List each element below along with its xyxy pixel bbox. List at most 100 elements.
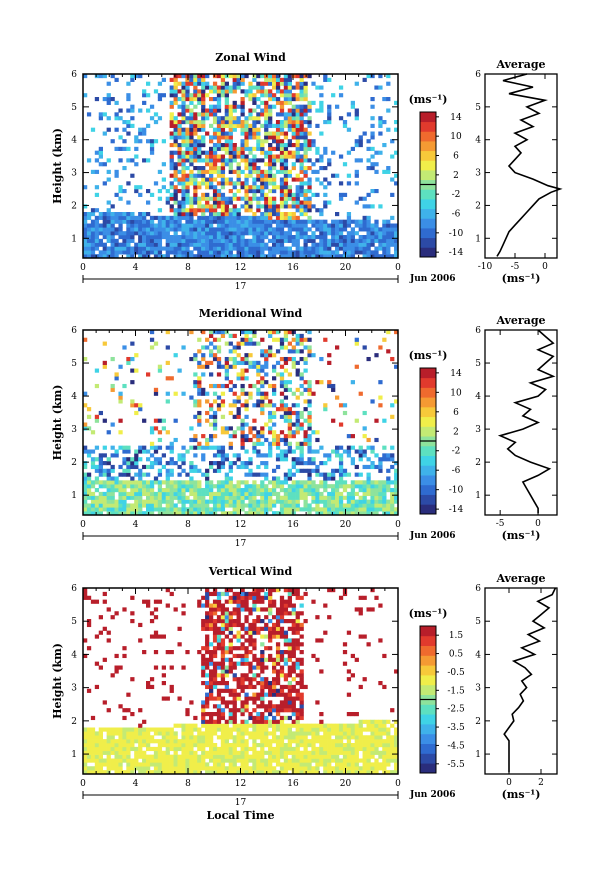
heatmap-cell bbox=[197, 254, 202, 259]
heatmap-cell bbox=[319, 238, 324, 243]
heatmap-cell bbox=[335, 104, 340, 109]
heatmap-cell bbox=[193, 116, 198, 121]
heatmap-cell bbox=[272, 746, 277, 752]
x-tick-label: 0 bbox=[395, 263, 401, 273]
heatmap-cell bbox=[216, 204, 222, 209]
heatmap-cell bbox=[157, 169, 163, 174]
date-suffix: Jun 2006 bbox=[409, 274, 456, 284]
heatmap-cell bbox=[386, 507, 391, 512]
heatmap-cell bbox=[390, 238, 395, 243]
heatmap-cell bbox=[146, 464, 151, 470]
heatmap-cell bbox=[216, 626, 222, 631]
heatmap-cell bbox=[165, 196, 170, 201]
heatmap-cell bbox=[173, 208, 178, 213]
heatmap-cell bbox=[394, 242, 399, 247]
heatmap-cell bbox=[102, 212, 107, 217]
heatmap-cell bbox=[114, 758, 119, 763]
heatmap-cell bbox=[98, 615, 103, 620]
heatmap-cell bbox=[240, 403, 245, 408]
heatmap-cell bbox=[94, 739, 100, 744]
heatmap-cell bbox=[248, 461, 253, 466]
heatmap-cell bbox=[260, 731, 265, 736]
heatmap-cell bbox=[279, 430, 285, 435]
heatmap-cell bbox=[303, 169, 308, 174]
heatmap-cell bbox=[220, 461, 226, 466]
average-line bbox=[496, 73, 563, 257]
heatmap-cell bbox=[98, 238, 103, 243]
heatmap-cell bbox=[382, 457, 387, 462]
heatmap-cell bbox=[370, 231, 375, 236]
heatmap-cell bbox=[220, 219, 226, 224]
heatmap-cell bbox=[106, 480, 111, 485]
heatmap-cell bbox=[197, 231, 202, 236]
heatmap-cell bbox=[319, 181, 324, 186]
heatmap-cell bbox=[142, 727, 147, 732]
heatmap-cell bbox=[118, 227, 123, 232]
heatmap-cell bbox=[335, 511, 340, 516]
heatmap-cell bbox=[216, 131, 222, 136]
heatmap-cell bbox=[252, 238, 257, 243]
heatmap-cell bbox=[173, 212, 178, 217]
heatmap-cell bbox=[279, 488, 285, 493]
heatmap-cell bbox=[244, 93, 249, 98]
heatmap-cell bbox=[122, 231, 127, 236]
heatmap-cell bbox=[94, 468, 100, 473]
heatmap-cell bbox=[173, 139, 178, 144]
heatmap-cell bbox=[86, 503, 92, 508]
heatmap-cell bbox=[236, 360, 241, 365]
heatmap-cell bbox=[146, 731, 151, 736]
heatmap-cell bbox=[189, 173, 194, 178]
heatmap-cell bbox=[138, 231, 143, 236]
heatmap-cell bbox=[291, 364, 296, 369]
heatmap-cell bbox=[346, 242, 352, 247]
heatmap-cell bbox=[394, 488, 399, 493]
heatmap-cell bbox=[272, 238, 277, 243]
heatmap-cell bbox=[335, 484, 340, 489]
heatmap-cell bbox=[173, 484, 178, 489]
heatmap-cell bbox=[354, 223, 359, 228]
heatmap-cell bbox=[209, 208, 214, 213]
heatmap-cell bbox=[256, 681, 261, 686]
heatmap-cell bbox=[205, 588, 210, 593]
heatmap-cell bbox=[272, 85, 277, 90]
heatmap-cell bbox=[169, 511, 174, 516]
heatmap-cell bbox=[354, 108, 359, 113]
heatmap-cell bbox=[252, 503, 257, 508]
heatmap-cell bbox=[283, 173, 289, 178]
heatmap-cell bbox=[169, 441, 174, 446]
heatmap-cell bbox=[173, 353, 178, 358]
heatmap-cell bbox=[248, 341, 253, 346]
colorbar-segment bbox=[420, 484, 436, 495]
heatmap-cell bbox=[303, 238, 308, 243]
heatmap-cell bbox=[216, 696, 222, 701]
heatmap-cell bbox=[216, 495, 222, 500]
heatmap-cell bbox=[86, 231, 92, 236]
heatmap-cell bbox=[98, 74, 103, 79]
heatmap-cell bbox=[272, 337, 277, 342]
heatmap-cell bbox=[185, 495, 190, 500]
heatmap-cell bbox=[260, 123, 265, 128]
heatmap-cell bbox=[130, 74, 135, 79]
heatmap-cell bbox=[236, 116, 241, 121]
heatmap-cell bbox=[193, 754, 198, 759]
heatmap-cell bbox=[197, 219, 202, 224]
heatmap-cell bbox=[220, 622, 226, 628]
heatmap-cell bbox=[181, 131, 186, 136]
heatmap-cell bbox=[90, 246, 96, 251]
heatmap-cell bbox=[197, 246, 202, 251]
y-tick-label: 3 bbox=[71, 169, 77, 179]
heatmap-cell bbox=[149, 511, 155, 516]
heatmap-cell bbox=[232, 754, 237, 759]
heatmap-cell bbox=[98, 731, 103, 736]
heatmap-cell bbox=[173, 254, 178, 259]
heatmap-cell bbox=[232, 727, 237, 732]
heatmap-cell bbox=[193, 353, 198, 358]
heatmap-cell bbox=[315, 464, 320, 470]
heatmap-cell bbox=[153, 650, 159, 655]
heatmap-cell bbox=[248, 634, 253, 639]
heatmap-cell bbox=[366, 457, 371, 462]
heatmap-cell bbox=[307, 200, 312, 205]
heatmap-cell bbox=[228, 480, 233, 485]
heatmap-cell bbox=[212, 227, 218, 232]
heatmap-cell bbox=[315, 484, 320, 489]
